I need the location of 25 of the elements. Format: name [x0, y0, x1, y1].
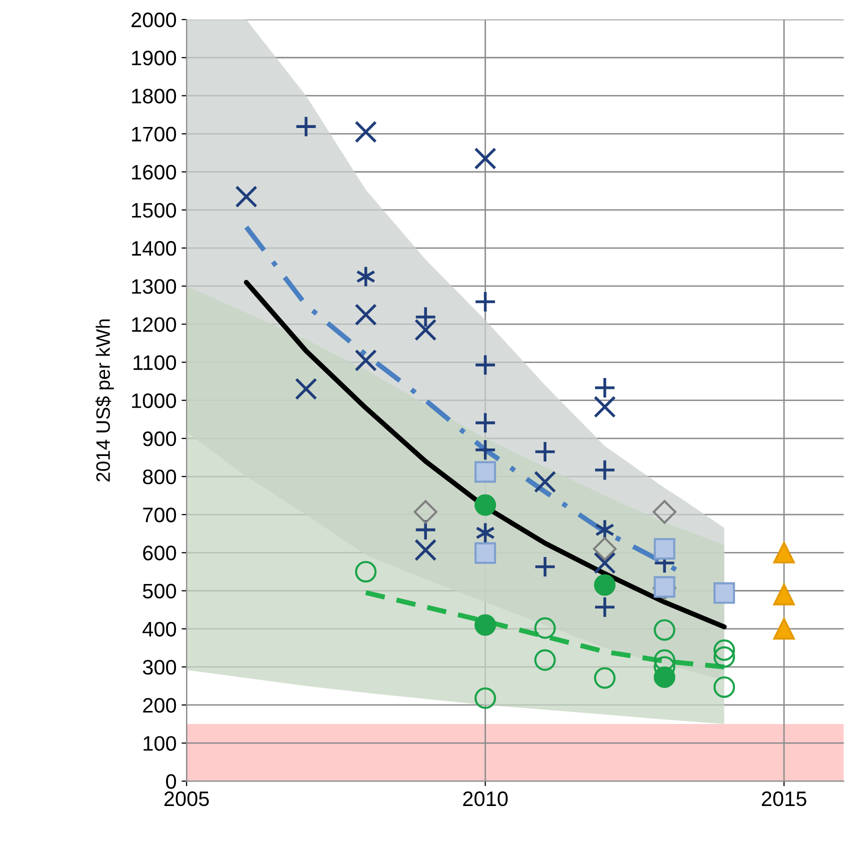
y-tick-label: 100	[144, 736, 176, 751]
y-tick-label: 0	[166, 774, 176, 789]
y-tick-label: 1600	[132, 164, 176, 180]
y-tick-label: 1800	[132, 88, 176, 104]
y-tick-label: 900	[143, 431, 176, 446]
x-tick-label: 2015	[762, 791, 806, 806]
y-tick-label: 200	[143, 698, 176, 713]
y-tick-label: 600	[143, 546, 176, 560]
y-tick-label: 300	[142, 660, 176, 675]
y-tick-label: 1500	[132, 202, 176, 218]
x-tick-label: 2010	[463, 791, 508, 806]
y-tick-label: 2000	[132, 12, 176, 28]
y-tick-label: 1100	[134, 355, 176, 370]
y-tick-label: 500	[142, 584, 176, 599]
y-tick-label: 400	[142, 622, 176, 637]
y-tick-label: 1000	[132, 393, 176, 408]
y-tick-label: 1900	[132, 50, 176, 66]
y-tick-label: 1400	[132, 241, 176, 256]
y-tick-label: 700	[143, 508, 176, 522]
y-axis-title: 2014 US$ per kWh	[95, 319, 114, 482]
y-tick-label: 1300	[132, 279, 176, 294]
x-tick-label: 2005	[164, 791, 209, 806]
y-tick-label: 800	[142, 470, 176, 484]
y-tick-label: 1200	[132, 317, 176, 332]
y-tick-label: 1700	[132, 126, 176, 142]
